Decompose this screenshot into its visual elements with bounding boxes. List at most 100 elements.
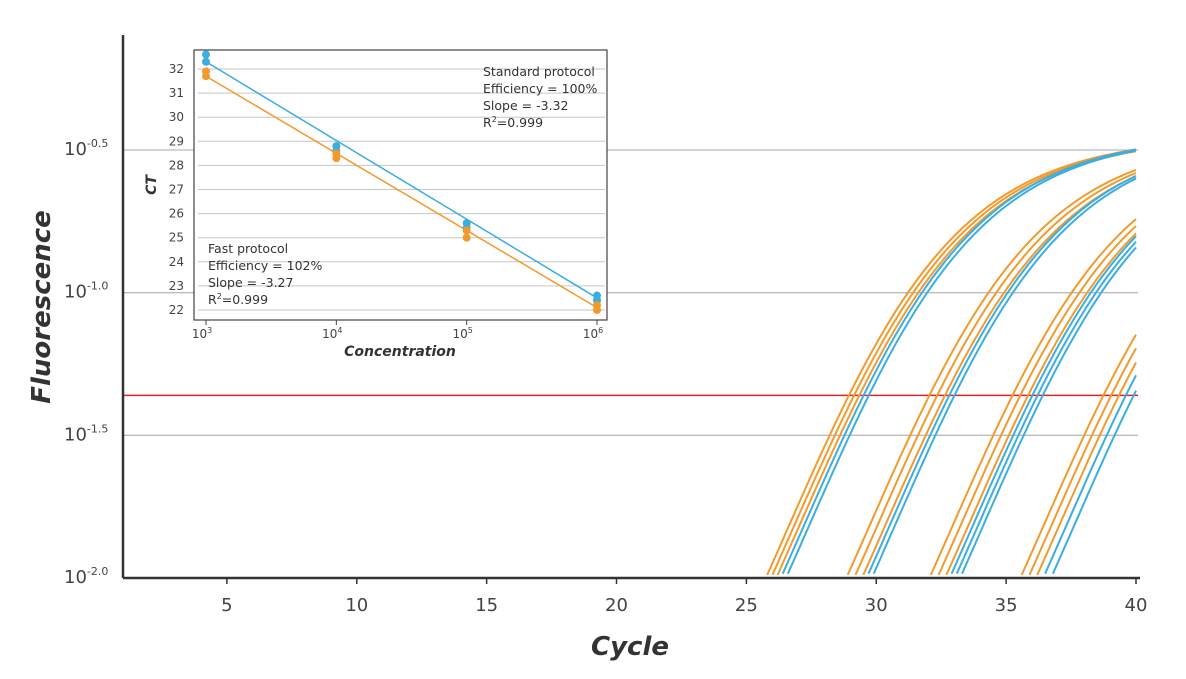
inset-y-axis-title: CT <box>144 174 160 195</box>
inset-x-tick-label: 106 <box>583 326 603 341</box>
inset-y-tick-label: 23 <box>169 279 184 293</box>
inset-x-tick-label: 103 <box>192 326 212 341</box>
tick-base: 10 <box>64 567 87 588</box>
main-x-tick-label: 40 <box>1125 595 1148 616</box>
inset-fit-lines <box>205 61 598 309</box>
amplification-curve <box>950 235 1137 575</box>
amplification-curve <box>766 148 1137 576</box>
amplification-curve <box>945 232 1137 576</box>
inset-data-points <box>202 50 601 314</box>
inset-data-point <box>593 306 601 314</box>
amplification-curve <box>1036 362 1137 576</box>
inset-x-tick-label: 104 <box>322 326 342 341</box>
inset-fit-line <box>205 75 598 309</box>
tick-exponent: 6 <box>598 326 603 335</box>
amplification-curve <box>1028 347 1137 576</box>
main-x-tick-label: 20 <box>605 595 628 616</box>
amplification-curve <box>937 225 1137 576</box>
fast-protocol-title: Fast protocol <box>208 241 288 256</box>
inset-data-point <box>332 154 341 163</box>
inset-y-tick-label: 27 <box>169 183 184 197</box>
amplification-curve <box>781 148 1137 575</box>
inset-data-point <box>202 57 210 66</box>
tick-exponent: 4 <box>337 326 342 335</box>
amplification-curve <box>846 168 1137 576</box>
inset-y-tick-label: 26 <box>169 207 184 221</box>
inset-x-axis-title: Concentration <box>344 344 456 360</box>
inset-fit-line <box>205 61 598 299</box>
amplification-curve <box>862 175 1137 576</box>
fast-protocol-annotation: Fast protocol Efficiency = 102% Slope = … <box>208 241 322 307</box>
amplification-curve <box>955 241 1137 575</box>
tick-exponent: 5 <box>468 326 473 335</box>
inset-y-tick-label: 32 <box>169 62 184 76</box>
inset-y-tick-label: 22 <box>169 303 184 317</box>
amplification-curve <box>872 177 1137 575</box>
main-y-tick-label: 10-0.5 <box>64 137 108 160</box>
inset-y-tick-label: 24 <box>169 255 184 269</box>
r2-base: R <box>208 292 217 307</box>
inset-x-ticks: 103 104 105 106 <box>192 320 603 341</box>
amplification-curve <box>961 246 1137 575</box>
inset-gridlines <box>198 68 605 311</box>
tick-exponent: -1.0 <box>87 280 108 293</box>
amplification-curve <box>1051 390 1137 575</box>
tick-exponent: -1.5 <box>87 422 108 435</box>
r2-base: R <box>483 115 492 130</box>
fast-protocol-slope: Slope = -3.27 <box>208 275 293 290</box>
main-x-tick-label: 25 <box>735 595 758 616</box>
fast-protocol-r2: R2=0.999 <box>208 292 268 307</box>
main-x-axis-title: Cycle <box>591 632 669 662</box>
r2-exponent: 2 <box>492 115 497 124</box>
inset-y-ticks: 22 23 24 25 26 27 28 29 30 31 32 <box>169 62 184 317</box>
main-y-tick-label: 10-1.0 <box>64 280 108 303</box>
inset-x-tick-label: 105 <box>452 326 472 341</box>
r2-value: =0.999 <box>222 292 268 307</box>
inset-y-tick-label: 28 <box>169 158 184 172</box>
tick-base: 10 <box>322 327 337 341</box>
inset-y-tick-label: 29 <box>169 134 184 148</box>
amplification-curve <box>786 149 1137 575</box>
r2-exponent: 2 <box>217 292 222 301</box>
amplification-curve <box>1020 334 1137 576</box>
inset-y-tick-label: 30 <box>169 110 184 124</box>
fast-protocol-efficiency: Efficiency = 102% <box>208 258 322 273</box>
tick-exponent: -0.5 <box>87 137 108 150</box>
standard-protocol-slope: Slope = -3.32 <box>483 98 568 113</box>
inset-data-point <box>202 50 210 59</box>
amplification-curve <box>867 175 1137 575</box>
main-y-ticks: 10-0.510-1.010-1.510-2.0 <box>64 137 108 588</box>
tick-base: 10 <box>64 424 87 445</box>
main-x-tick-label: 10 <box>345 595 368 616</box>
standard-protocol-r2: R2=0.999 <box>483 115 543 130</box>
amplification-curves <box>766 148 1137 576</box>
main-x-tick-label: 30 <box>865 595 888 616</box>
tick-base: 10 <box>583 327 598 341</box>
inset-background <box>193 49 608 321</box>
inset-data-point <box>462 226 471 235</box>
main-x-ticks: 5 10 15 20 25 30 35 40 <box>221 578 1147 616</box>
main-x-tick-label: 35 <box>995 595 1018 616</box>
amplification-curve <box>929 218 1137 576</box>
tick-base: 10 <box>64 282 87 303</box>
inset-y-tick-label: 31 <box>169 86 184 100</box>
tick-base: 10 <box>452 327 467 341</box>
main-x-tick-label: 15 <box>475 595 498 616</box>
amplification-curve <box>1044 374 1137 575</box>
standard-protocol-efficiency: Efficiency = 100% <box>483 81 597 96</box>
inset-y-tick-label: 25 <box>169 231 184 245</box>
main-y-tick-label: 10-1.5 <box>64 422 108 445</box>
standard-protocol-annotation: Standard protocol Efficiency = 100% Slop… <box>483 64 597 130</box>
inset-data-point <box>462 233 471 242</box>
r2-value: =0.999 <box>497 115 543 130</box>
tick-base: 10 <box>64 139 87 160</box>
amplification-curve <box>854 171 1137 576</box>
standard-protocol-title: Standard protocol <box>483 64 595 79</box>
tick-exponent: -2.0 <box>87 565 108 578</box>
main-y-axis-title: Fluorescence <box>27 210 57 404</box>
main-y-tick-label: 10-2.0 <box>64 565 108 588</box>
main-x-tick-label: 5 <box>221 595 232 616</box>
tick-exponent: 3 <box>207 326 212 335</box>
